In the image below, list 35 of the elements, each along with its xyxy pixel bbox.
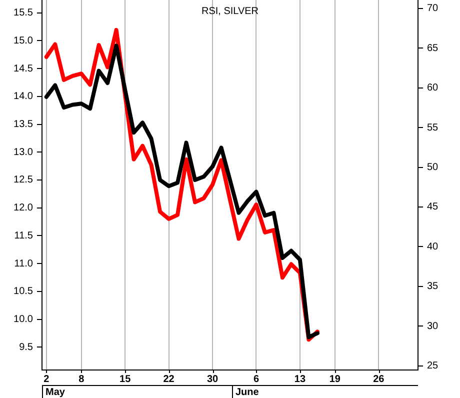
y2-tick-label: 70 (427, 3, 439, 14)
y-tick-label: 10.0 (14, 314, 34, 326)
text: May (46, 386, 66, 398)
x-tick-label: 13 (294, 374, 306, 385)
y2-tick-label: 50 (427, 162, 439, 174)
x-tick-label: 30 (206, 374, 219, 385)
y-tick-label: 9.5 (19, 342, 34, 353)
text: June (236, 386, 260, 398)
y-tick-label: 11.0 (14, 258, 34, 270)
y2-tick-label: 60 (427, 82, 439, 94)
y-tick-label: 10.5 (14, 286, 34, 298)
x-tick-label: 19 (329, 374, 341, 385)
y-tick-label: 14.0 (14, 91, 34, 102)
y2-tick-label: 35 (427, 281, 439, 292)
x-tick-label: 8 (78, 374, 85, 385)
text: RSI, SILVER (201, 6, 259, 17)
y-tick-label: 12.5 (14, 174, 34, 186)
y-tick-label: 12.0 (14, 202, 34, 214)
y2-tick-label: 55 (427, 122, 439, 134)
y-tick-label: 15.0 (14, 35, 34, 46)
y2-tick-label: 40 (427, 241, 439, 252)
x-tick-label: 6 (253, 374, 260, 385)
y-tick-label: 13.0 (14, 146, 34, 158)
y2-tick-label: 45 (427, 202, 439, 213)
y2-tick-label: 30 (427, 320, 439, 332)
y2-tick-label: 25 (427, 360, 439, 372)
y-tick-label: 14.5 (14, 63, 34, 74)
y2-tick-label: 65 (427, 42, 439, 54)
x-tick-label: 26 (373, 374, 385, 385)
x-tick-label: 15 (120, 374, 132, 385)
x-tick-label: 2 (44, 374, 50, 385)
y-tick-label: 15.5 (14, 8, 34, 19)
y-tick-label: 11.5 (14, 230, 34, 242)
y-tick-label: 13.5 (14, 119, 34, 130)
x-tick-label: 22 (163, 374, 175, 385)
